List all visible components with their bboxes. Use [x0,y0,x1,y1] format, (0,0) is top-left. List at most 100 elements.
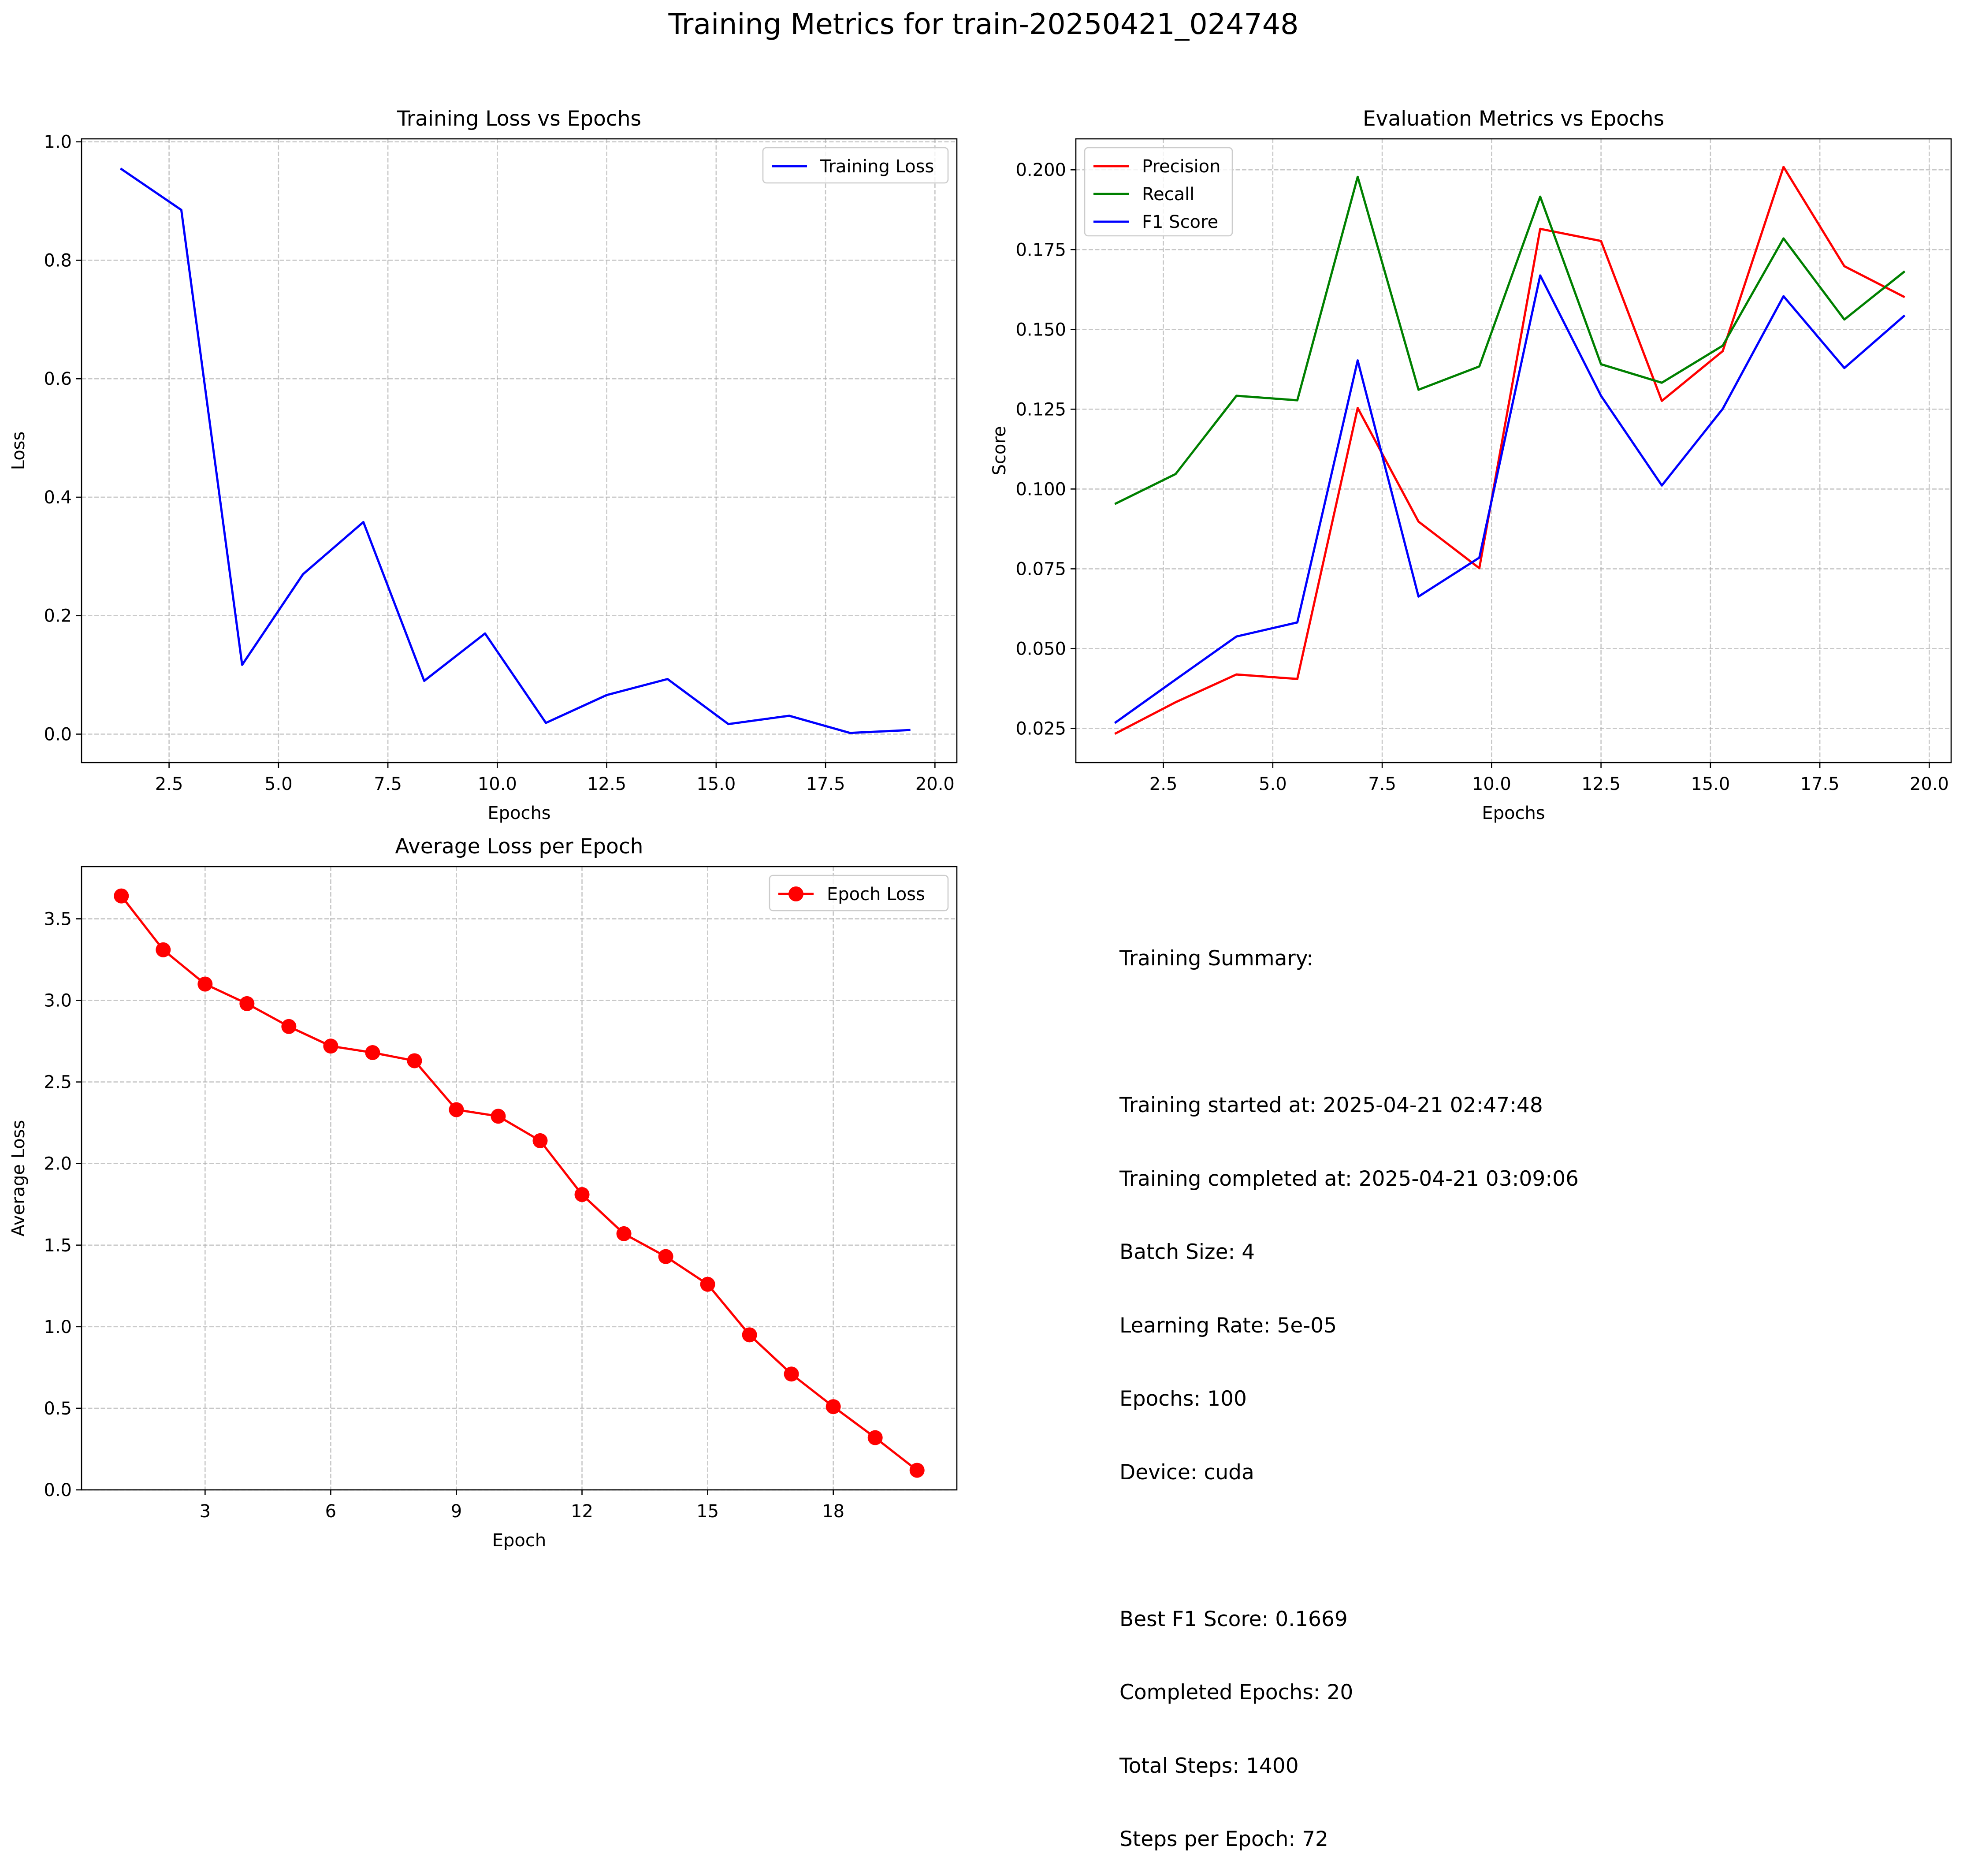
x-tick-label: 17.5 [806,774,845,794]
summary-best-f1: Best F1 Score: 0.1669 [1119,1607,1348,1631]
x-tick-label: 7.5 [374,774,402,794]
legend-label: Precision [1142,156,1220,177]
y-tick-label: 3.5 [44,909,72,929]
y-tick-label: 1.5 [44,1236,72,1256]
training-summary: Training Summary: Training started at: 2… [1119,897,1579,1876]
axes-frame [81,138,958,763]
x-tick-label: 12 [571,1501,593,1522]
legend-frame [769,875,949,912]
chart-title: Training Loss vs Epochs [397,107,641,131]
y-tick-label: 0.0 [44,724,72,744]
x-tick-label: 20.0 [1910,774,1949,794]
y-tick-label: 3.0 [44,991,72,1011]
data-point [909,1463,925,1478]
x-tick-label: 5.0 [264,774,293,794]
legend-frame [1084,147,1233,237]
chart-2: 2.5 5.0 7.5 10.0 12.5 15.0 17.5 20.0 0.025 0.050 0… [989,107,1952,823]
legend-label: F1 Score [1142,212,1218,232]
data-point [323,1038,338,1054]
figure-canvas: 2.5 5.0 7.5 10.0 12.5 15.0 17.5 20.0 0.0 0.2 0.4 0.… [8,107,1952,1551]
axes-frame [1075,138,1952,763]
legend-label: Epoch Loss [827,884,925,904]
summary-completed-epochs: Completed Epochs: 20 [1119,1680,1353,1705]
x-tick-label: 7.5 [1368,774,1396,794]
y-tick-label: 2.0 [44,1154,72,1174]
legend-frame [762,147,949,184]
y-tick-label: 0.175 [1015,240,1066,260]
x-tick-label: 2.5 [155,774,183,794]
y-tick-label: 0.200 [1015,160,1066,180]
x-tick-label: 20.0 [915,774,955,794]
summary-total-steps: Total Steps: 1400 [1119,1753,1299,1778]
y-tick-label: 0.075 [1015,559,1066,579]
x-tick-label: 15 [696,1501,719,1522]
y-tick-label: 0.6 [44,369,72,389]
data-point [197,976,213,992]
legend-label: Training Loss [820,156,934,177]
data-point [114,888,129,904]
legend-marker [788,886,803,901]
summary-spacer [1119,1534,1579,1558]
summary-learning-rate: Learning Rate: 5e-05 [1119,1313,1337,1338]
data-point [658,1249,673,1264]
data-point [491,1109,506,1124]
y-tick-label: 0.0 [44,1480,72,1500]
x-tick-label: 15.0 [1691,774,1730,794]
data-point [239,996,255,1011]
axes-frame [81,866,958,1491]
y-tick-label: 0.5 [44,1399,72,1419]
data-point [574,1187,590,1202]
y-tick-label: 0.2 [44,606,72,626]
data-point [365,1045,380,1060]
x-tick-label: 15.0 [696,774,736,794]
summary-epochs: Epochs: 100 [1119,1387,1247,1411]
data-point [825,1399,841,1414]
y-axis-label: Loss [8,432,29,470]
series-line-f1-score [1114,274,1906,724]
x-tick-label: 3 [200,1501,211,1522]
legend: Epoch Loss [769,875,949,912]
summary-completed: Training completed at: 2025-04-21 03:09:… [1119,1166,1579,1191]
y-axis-label: Score [989,426,1010,475]
legend: Training Loss [762,147,949,184]
series-line-training-loss [119,168,911,734]
chart-3: 3 6 9 12 15 18 0.0 0.5 1.0 1.5 2.0 2.5 3.0 3.5 Average… [8,834,958,1551]
y-tick-label: 0.100 [1015,479,1066,499]
x-axis-label: Epochs [1482,803,1545,823]
x-tick-label: 9 [451,1501,462,1522]
summary-spacer [1119,1020,1579,1045]
data-point [700,1277,715,1292]
y-tick-label: 0.050 [1015,639,1066,659]
summary-steps-per-epoch: Steps per Epoch: 72 [1119,1827,1328,1851]
data-point [281,1019,297,1034]
data-point [156,942,171,957]
x-tick-label: 10.0 [478,774,517,794]
data-point [532,1133,548,1148]
summary-device: Device: cuda [1119,1460,1254,1485]
series-line-precision [1114,166,1905,735]
chart-title: Average Loss per Epoch [395,834,643,859]
data-point [742,1327,757,1343]
y-tick-label: 0.8 [44,250,72,271]
x-tick-label: 6 [325,1501,336,1522]
x-tick-label: 10.0 [1472,774,1511,794]
legend: Precision Recall F1 Score [1084,147,1233,237]
data-point [407,1053,422,1068]
x-axis-label: Epoch [492,1530,546,1551]
x-tick-label: 5.0 [1259,774,1287,794]
figure-title: Training Metrics for train-20250421_0247… [668,8,1299,41]
y-tick-label: 0.125 [1015,399,1066,420]
data-point [784,1366,799,1382]
legend-label: Recall [1142,184,1194,205]
x-tick-label: 12.5 [1581,774,1621,794]
y-tick-label: 0.150 [1015,320,1066,340]
data-point [867,1430,883,1445]
y-tick-label: 0.025 [1015,719,1066,739]
y-tick-label: 2.5 [44,1072,72,1093]
summary-started: Training started at: 2025-04-21 02:47:48 [1119,1093,1543,1117]
x-axis-label: Epochs [487,803,550,823]
y-tick-label: 1.0 [44,1317,72,1337]
x-tick-label: 18 [822,1501,844,1522]
y-tick-label: 0.4 [44,488,72,508]
y-axis-label: Average Loss [8,1120,29,1237]
